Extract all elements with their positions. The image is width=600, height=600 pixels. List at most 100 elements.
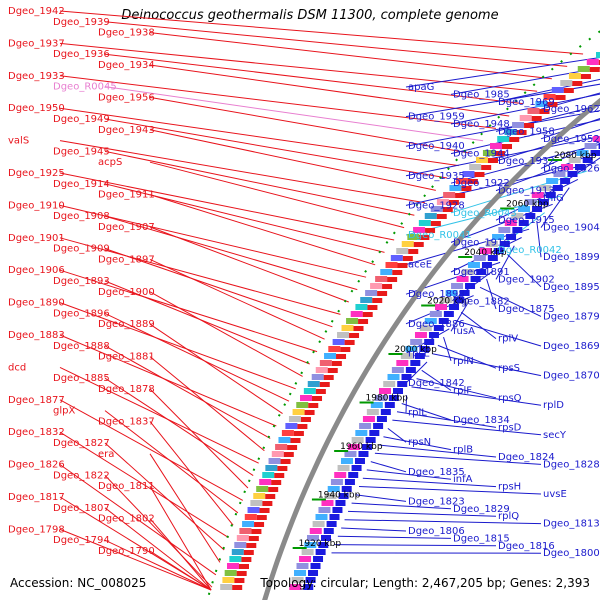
outer-feature-block xyxy=(262,472,275,478)
forward-gene-arrow xyxy=(265,494,276,499)
left-leader-line xyxy=(104,312,290,402)
forward-gene-arrow xyxy=(293,431,304,436)
outer-feature-block xyxy=(586,59,599,65)
outer-feature-block xyxy=(337,332,350,338)
reverse-gene-arrow xyxy=(344,479,355,485)
reverse-gene-arrow xyxy=(351,465,362,471)
right-leader-line xyxy=(396,411,497,428)
left-leader-line xyxy=(149,129,436,191)
right-gene-label: Dgeo_1875 xyxy=(498,304,555,315)
forward-gene-arrow xyxy=(323,375,334,380)
forward-gene-arrow xyxy=(297,424,308,429)
left-gene-label: Dgeo_1936 xyxy=(53,49,110,60)
left-leader-line xyxy=(59,302,296,390)
inner-feature-block xyxy=(348,444,361,450)
right-gene-label: secY xyxy=(543,430,567,441)
outer-feature-block xyxy=(346,318,359,324)
reverse-gene-arrow xyxy=(487,255,498,261)
right-leader-line xyxy=(495,245,515,280)
reverse-gene-arrow xyxy=(376,416,387,422)
right-gene-label: Dgeo_1985 xyxy=(453,89,510,100)
left-leader-line xyxy=(104,410,239,514)
right-gene-label: Dgeo_1869 xyxy=(543,341,600,352)
forward-gene-arrow xyxy=(377,291,388,296)
outer-feature-block xyxy=(504,129,517,135)
reverse-gene-arrow xyxy=(341,486,352,492)
outer-feature-block xyxy=(475,157,488,163)
tick-label: 2080 kbp xyxy=(554,151,597,161)
reverse-gene-arrow xyxy=(552,185,563,191)
outer-feature-block xyxy=(413,227,426,233)
right-leader-line xyxy=(450,303,468,332)
forward-gene-arrow xyxy=(362,312,373,317)
right-gene-label: Dgeo_1882 xyxy=(453,297,510,308)
inner-feature-block xyxy=(561,164,574,170)
outer-feature-block xyxy=(303,388,316,394)
right-leader-line xyxy=(421,369,452,391)
inner-feature-block xyxy=(462,269,475,275)
left-leader-line xyxy=(149,388,249,489)
inner-feature-block xyxy=(396,360,409,366)
right-gene-label: Dgeo_1815 xyxy=(453,533,510,544)
forward-gene-arrow xyxy=(494,151,505,156)
left-gene-label: Dgeo_1933 xyxy=(8,71,65,82)
right-gene-label: rpsE xyxy=(408,348,430,359)
outer-feature-block xyxy=(396,248,409,254)
inner-feature-block xyxy=(324,493,337,499)
genome-backbone xyxy=(262,97,600,600)
left-leader-line xyxy=(149,226,349,303)
outer-feature-block xyxy=(443,192,456,198)
right-gene-label: Dgeo_1952 xyxy=(543,134,600,145)
left-gene-label: era xyxy=(98,449,114,460)
left-gene-label: Dgeo_1883 xyxy=(8,330,65,341)
inner-feature-block xyxy=(451,283,464,289)
left-gene-label: Dgeo_1896 xyxy=(53,308,110,319)
outer-feature-block xyxy=(436,199,449,205)
right-leader-line xyxy=(348,510,497,517)
left-gene-label: Dgeo_1907 xyxy=(98,222,155,233)
outer-feature-block xyxy=(407,234,420,240)
inner-feature-block xyxy=(321,500,334,506)
left-gene-label: Dgeo_1910 xyxy=(8,200,65,211)
right-gene-label: Dgeo_1904 xyxy=(543,223,600,234)
inner-feature-block xyxy=(327,486,340,492)
forward-gene-arrow xyxy=(254,522,265,527)
right-gene-label: rpsN xyxy=(408,437,431,448)
forward-gene-arrow xyxy=(387,277,398,282)
reverse-gene-arrow xyxy=(405,367,416,373)
inner-feature-block xyxy=(435,304,448,310)
forward-gene-arrow xyxy=(372,298,383,303)
reverse-gene-arrow xyxy=(525,213,536,219)
left-gene-label: Dgeo_1790 xyxy=(98,546,155,557)
inner-feature-block xyxy=(330,479,343,485)
forward-gene-arrow xyxy=(397,263,408,268)
left-leader-line xyxy=(104,86,484,142)
forward-gene-arrow xyxy=(271,480,282,485)
left-gene-label: Dgeo_1802 xyxy=(98,514,155,525)
outer-feature-block xyxy=(247,507,260,513)
inner-feature-block xyxy=(485,241,498,247)
outer-feature-block xyxy=(256,486,269,492)
forward-gene-arrow xyxy=(580,74,591,79)
forward-gene-arrow xyxy=(268,487,279,492)
reverse-gene-arrow xyxy=(373,423,384,429)
right-gene-label: Dgeo_1969 xyxy=(498,97,555,108)
left-gene-label: glpX xyxy=(53,406,75,417)
right-gene-label: rplN xyxy=(453,356,474,367)
left-leader-line xyxy=(104,507,212,591)
left-gene-label: Dgeo_1890 xyxy=(8,298,65,309)
reverse-gene-arrow xyxy=(329,514,340,520)
outer-feature-block xyxy=(300,395,313,401)
outer-feature-block xyxy=(234,542,247,548)
outer-feature-block xyxy=(385,262,398,268)
reverse-gene-arrow xyxy=(414,353,425,359)
right-gene-label: Dgeo_1816 xyxy=(498,541,555,552)
forward-gene-arrow xyxy=(344,340,355,345)
inner-feature-block xyxy=(391,367,404,373)
reverse-gene-arrow xyxy=(384,402,395,408)
forward-gene-arrow xyxy=(467,179,478,184)
forward-gene-arrow xyxy=(531,116,542,121)
outer-feature-block xyxy=(469,164,482,170)
left-gene-label: Dgeo_1811 xyxy=(98,481,155,492)
